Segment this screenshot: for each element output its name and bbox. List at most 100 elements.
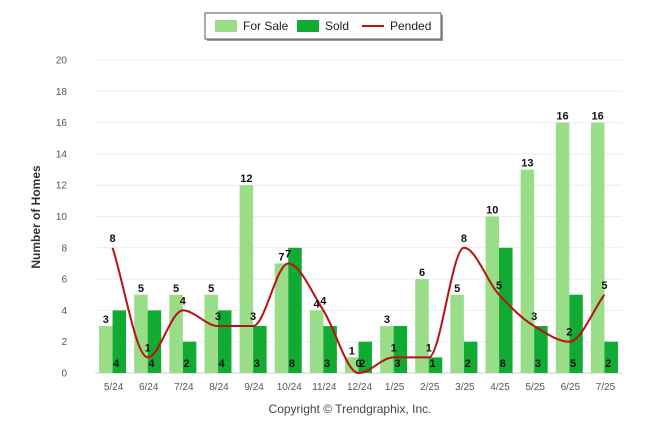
bar-for-sale — [345, 357, 359, 373]
x-tick-label: 7/25 — [596, 382, 616, 393]
bar-for-sale — [204, 294, 218, 373]
x-tick-label: 9/24 — [244, 382, 264, 393]
line-pended — [111, 246, 606, 375]
data-label-pended: 4 — [320, 295, 327, 307]
data-label-sold: 2 — [359, 358, 365, 370]
data-label-for-sale: 13 — [521, 158, 533, 170]
bar-sold — [428, 357, 443, 373]
data-label-sold: 4 — [219, 358, 226, 370]
y-tick-label: 8 — [61, 243, 67, 254]
y-tick-label: 0 — [61, 369, 67, 380]
bar-sold — [323, 326, 337, 373]
x-tick-label: 5/25 — [525, 382, 545, 393]
x-tick-label: 4/25 — [490, 382, 510, 393]
y-tick-label: 14 — [56, 149, 68, 160]
x-tick-label: 10/24 — [277, 382, 302, 393]
y-tick-label: 16 — [56, 118, 68, 129]
data-label-for-sale: 12 — [240, 173, 252, 185]
data-label-for-sale: 5 — [208, 283, 214, 295]
bar-for-sale — [450, 294, 464, 373]
y-tick-label: 4 — [61, 306, 67, 317]
bar-for-sale — [239, 185, 254, 373]
x-tick-label: 12/24 — [347, 382, 372, 393]
data-label-sold: 4 — [113, 358, 120, 370]
data-label-sold: 3 — [324, 358, 330, 370]
data-label-sold: 8 — [289, 358, 295, 370]
bar-for-sale — [520, 169, 535, 373]
data-label-for-sale: 3 — [103, 314, 109, 326]
bar-for-sale — [169, 294, 183, 373]
bar-sold — [112, 310, 127, 373]
bar-sold — [534, 326, 548, 373]
legend-label-sold: Sold — [325, 19, 349, 33]
data-label-pended: 3 — [215, 311, 221, 323]
bar-sold — [604, 341, 618, 373]
data-label-pended: 7 — [285, 248, 291, 260]
legend-box — [204, 12, 442, 40]
y-tick-label: 20 — [56, 56, 68, 67]
data-label-pended: 5 — [601, 280, 607, 292]
data-label-pended: 2 — [566, 327, 572, 339]
data-label-for-sale: 7 — [278, 251, 284, 263]
x-tick-label: 7/24 — [174, 382, 194, 393]
data-label-pended: 4 — [180, 295, 187, 307]
bar-for-sale — [590, 122, 605, 373]
legend-swatch-for-sale — [215, 20, 237, 32]
y-tick-label: 6 — [61, 275, 67, 286]
data-label-pended: 5 — [496, 280, 502, 292]
x-axis-ticks: 5/24 6/24 7/24 8/24 9/24 10/24 11/24 12/24 1/25 2… — [104, 382, 616, 393]
bar-sold — [253, 326, 267, 373]
bar-sold — [288, 247, 302, 373]
data-label-pended: 1 — [391, 342, 397, 354]
data-label-for-sale: 16 — [556, 111, 568, 123]
data-label-pended: 1 — [426, 342, 432, 354]
data-label-sold: 2 — [605, 358, 611, 370]
legend: For Sale Sold Pended — [204, 12, 443, 41]
bar-for-sale — [485, 216, 500, 373]
y-axis-ticks: 0 2 4 6 8 10 12 14 16 18 20 — [56, 56, 68, 380]
data-label-pended: 1 — [145, 342, 151, 354]
data-label-pended: 0 — [355, 358, 361, 370]
y-tick-label: 10 — [56, 212, 68, 223]
bar-for-sale — [555, 122, 570, 373]
bar-sold — [499, 247, 513, 373]
data-label-pended: 3 — [250, 311, 256, 323]
x-tick-label: 1/25 — [385, 382, 405, 393]
x-tick-label: 8/24 — [209, 382, 229, 393]
data-label-sold: 3 — [254, 358, 260, 370]
x-tick-label: 3/25 — [455, 382, 475, 393]
bar-sold — [569, 294, 583, 373]
y-tick-label: 12 — [56, 181, 68, 192]
bar-sold — [147, 310, 162, 373]
legend-swatch-sold — [297, 20, 319, 32]
bar-sold — [358, 341, 372, 373]
data-label-for-sale: 16 — [592, 111, 604, 123]
bar-for-sale — [99, 326, 113, 373]
data-label-pended: 8 — [110, 233, 116, 245]
bar-for-sale — [415, 279, 429, 373]
x-tick-label: 6/24 — [139, 382, 159, 393]
bar-sold — [182, 341, 197, 373]
data-label-sold: 8 — [500, 358, 506, 370]
data-label-for-sale: 4 — [314, 298, 321, 310]
x-tick-label: 5/24 — [104, 382, 124, 393]
copyright-text: Copyright © Trendgraphix, Inc. — [269, 402, 432, 416]
bar-for-sale — [274, 263, 289, 373]
y-tick-label: 18 — [56, 87, 68, 98]
data-label-sold: 3 — [394, 358, 400, 370]
data-label-sold: 4 — [148, 358, 155, 370]
data-label-for-sale: 5 — [173, 283, 179, 295]
y-tick-label: 2 — [61, 337, 67, 348]
data-label-for-sale: 1 — [349, 345, 355, 357]
data-label-sold: 2 — [184, 358, 190, 370]
data-label-pended: 8 — [461, 233, 467, 245]
x-tick-label: 6/25 — [561, 382, 581, 393]
y-axis-title: Number of Homes — [29, 165, 43, 269]
bar-for-sale — [309, 310, 324, 373]
bar-for-sale — [134, 294, 148, 373]
legend-label-for-sale: For Sale — [243, 19, 289, 33]
data-label-pended: 3 — [531, 311, 537, 323]
